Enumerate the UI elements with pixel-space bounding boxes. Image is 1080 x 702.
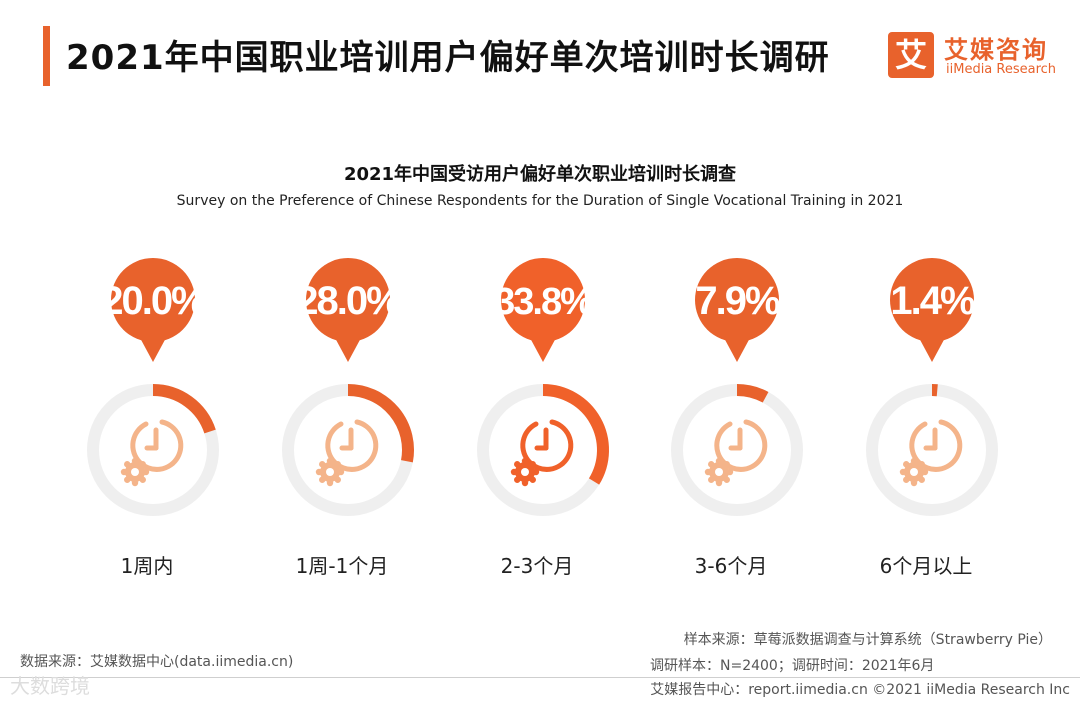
category-label: 1周内 bbox=[121, 554, 174, 578]
percent-label: 1.4% bbox=[890, 279, 975, 323]
ring-item: 1.4% 6个月以上 bbox=[866, 258, 998, 578]
percent-label: 7.9% bbox=[695, 279, 780, 323]
ring-item: 7.9% 3-6个月 bbox=[671, 258, 803, 578]
ring-item: 20.0% 1周内 bbox=[87, 258, 219, 578]
logo-mark: 艾 bbox=[888, 32, 934, 78]
category-label: 6个月以上 bbox=[880, 554, 973, 578]
report-center: 艾媒报告中心：report.iimedia.cn ©2021 iiMedia R… bbox=[650, 682, 1070, 698]
percent-marker: 20.0% bbox=[101, 258, 208, 362]
percent-marker: 7.9% bbox=[695, 258, 782, 362]
page-title: 2021年中国职业培训用户偏好单次培训时长调研 bbox=[66, 38, 830, 78]
value-arc bbox=[152, 384, 216, 434]
value-arc bbox=[347, 384, 414, 463]
footer-divider bbox=[0, 677, 1080, 678]
ring-item: 28.0% 1周-1个月 bbox=[282, 258, 414, 578]
sample-source: 样本来源：草莓派数据调查与计算系统（Strawberry Pie） bbox=[683, 632, 1052, 648]
ring-item: 33.8% 2-3个月 bbox=[477, 258, 609, 578]
clock-gear-icon bbox=[704, 419, 768, 487]
watermark: 大数跨境 bbox=[10, 674, 90, 698]
percent-label: 20.0% bbox=[101, 279, 206, 323]
category-label: 1周-1个月 bbox=[296, 554, 389, 578]
clock-gear-icon bbox=[510, 419, 574, 487]
data-source: 数据来源：艾媒数据中心(data.iimedia.cn) bbox=[20, 654, 294, 670]
percent-marker: 1.4% bbox=[890, 258, 977, 362]
clock-gear-icon bbox=[315, 419, 379, 487]
clock-gear-icon bbox=[899, 419, 963, 487]
logo-en-text: iiMedia Research bbox=[946, 62, 1057, 77]
duration-preference-chart: 20.0% 1周内 28.0% 1周-1个月 33.8% 2-3个月 7.9% 3-6个月 1.… bbox=[87, 258, 998, 578]
title-accent-bar bbox=[43, 26, 50, 86]
value-arc bbox=[736, 384, 769, 403]
category-label: 2-3个月 bbox=[501, 554, 574, 578]
category-label: 3-6个月 bbox=[695, 554, 768, 578]
chart-title: 2021年中国受访用户偏好单次职业培训时长调查 bbox=[343, 164, 737, 185]
percent-marker: 33.8% bbox=[494, 258, 595, 362]
logo-cn-text: 艾媒咨询 bbox=[944, 36, 1048, 64]
percent-marker: 28.0% bbox=[296, 258, 403, 362]
sample-info: 调研样本：N=2400；调研时间：2021年6月 bbox=[650, 658, 935, 674]
chart-subtitle: Survey on the Preference of Chinese Resp… bbox=[176, 193, 904, 209]
iimedia-logo: 艾 艾媒咨询 iiMedia Research bbox=[888, 30, 1068, 84]
percent-label: 28.0% bbox=[296, 279, 401, 323]
clock-gear-icon bbox=[120, 419, 184, 487]
value-arc bbox=[542, 384, 609, 485]
percent-label: 33.8% bbox=[494, 281, 593, 323]
